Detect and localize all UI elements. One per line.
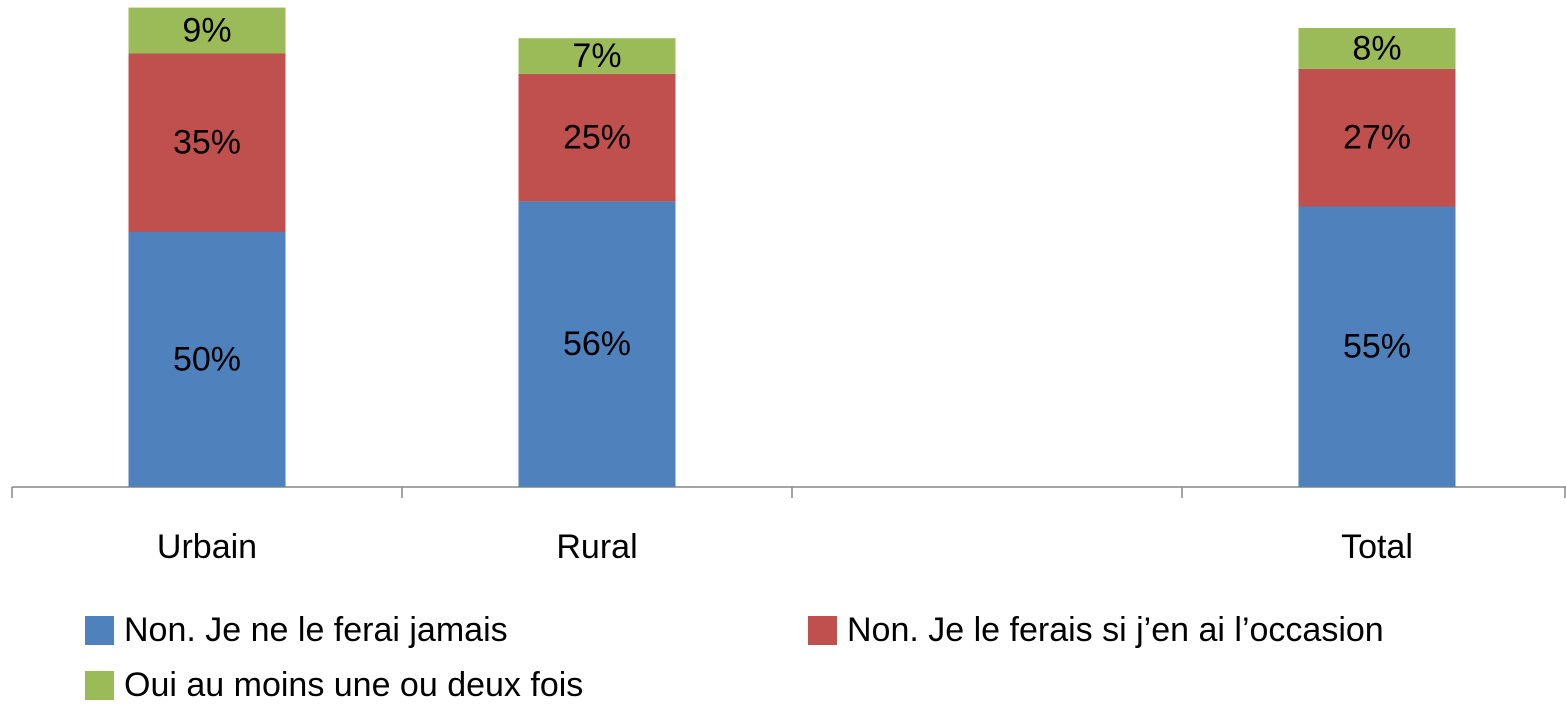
data-label: 7% [572, 37, 621, 75]
bar-segment [1298, 206, 1456, 487]
data-label: 25% [563, 119, 631, 157]
data-label: 8% [1352, 29, 1401, 67]
bar-segment [518, 201, 676, 487]
legend-label: Oui au moins une ou deux fois [124, 666, 583, 704]
bar-segment [1298, 68, 1456, 207]
data-label: 55% [1343, 328, 1411, 366]
x-tick-label: Rural [556, 528, 637, 566]
data-label: 50% [173, 340, 241, 378]
bar-segment [518, 73, 676, 202]
x-tick-label: Total [1341, 528, 1413, 566]
data-label: 56% [563, 325, 631, 363]
bar-segment [518, 38, 676, 74]
legend-swatch [85, 671, 114, 700]
data-label: 35% [173, 124, 241, 162]
legend-label: Non. Je le ferais si j’en ai l’occasion [847, 611, 1384, 649]
bar-segment [128, 53, 286, 232]
bar-segment [128, 7, 286, 54]
data-label: 9% [182, 12, 231, 50]
x-tick-label: Urbain [157, 528, 257, 566]
legend-label: Non. Je ne le ferai jamais [124, 611, 508, 649]
legend-swatch [85, 616, 114, 645]
bar-segment [128, 232, 286, 487]
legend-swatch [808, 616, 837, 645]
bar-segment [1298, 28, 1456, 69]
data-label: 27% [1343, 119, 1411, 157]
